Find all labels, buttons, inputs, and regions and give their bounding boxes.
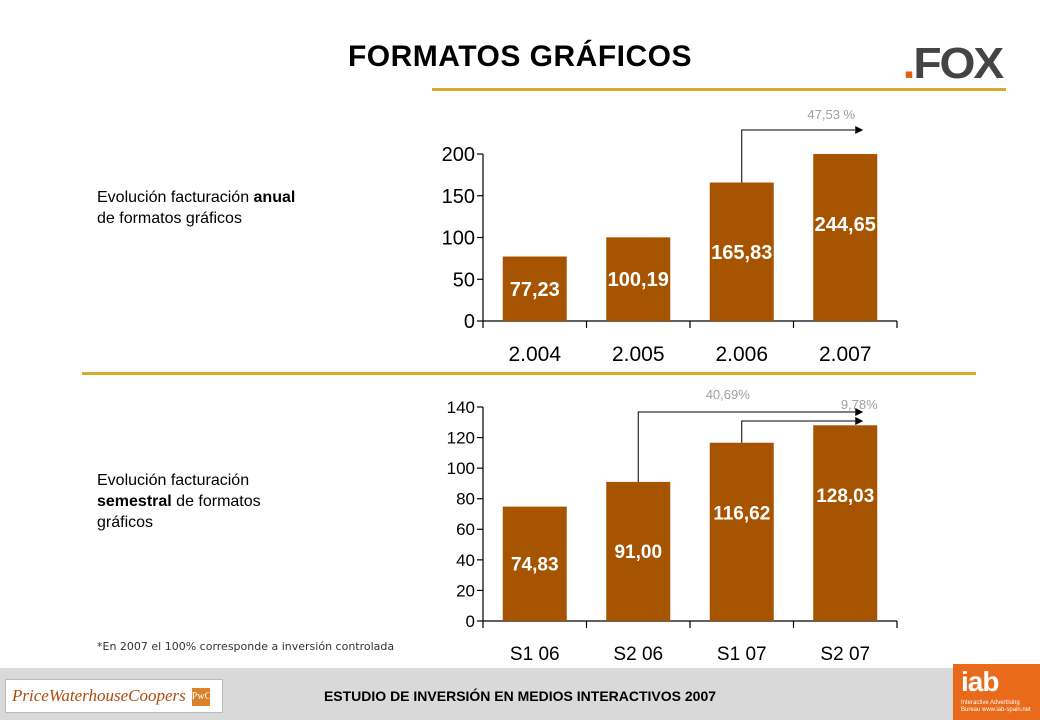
growth-arrow-line — [741, 420, 856, 443]
y-tick-label: 150 — [442, 186, 475, 208]
y-tick-label: 50 — [453, 269, 475, 291]
bar — [606, 237, 671, 321]
y-tick-label: 20 — [456, 581, 475, 600]
x-tick-label: S1 07 — [717, 644, 767, 665]
bar-value-label: 128,03 — [816, 486, 874, 507]
semester-description: Evolución facturación semestral de forma… — [97, 470, 261, 533]
annual-description-bold: anual — [253, 189, 296, 206]
x-tick-label: 2.006 — [715, 343, 768, 366]
fox-logo: .FOX — [902, 39, 1005, 89]
semester-description-post: de formatos — [171, 493, 261, 510]
y-tick-label: 120 — [447, 429, 475, 448]
growth-label: 9,78% — [841, 397, 878, 412]
x-tick-label: S2 07 — [820, 644, 870, 665]
pwc-logo-text: PriceWaterhouseCoopers — [12, 686, 186, 705]
growth-arrowhead-icon — [855, 408, 864, 416]
y-tick-label: 100 — [447, 459, 475, 478]
title-divider — [432, 88, 1006, 91]
footer-study-title: ESTUDIO DE INVERSIÓN EN MEDIOS INTERACTI… — [323, 688, 717, 704]
bar-value-label: 165,83 — [711, 242, 772, 264]
growth-label: 47,53 % — [807, 107, 855, 122]
semester-description-pre: Evolución facturación — [97, 472, 250, 489]
growth-arrow-line — [637, 411, 856, 482]
y-tick-label: 0 — [464, 311, 475, 333]
pwc-logo: PriceWaterhouseCoopers PwC — [5, 679, 223, 713]
y-tick-label: 0 — [466, 612, 475, 631]
page-title: FORMATOS GRÁFICOS — [347, 40, 693, 73]
bar-value-label: 91,00 — [614, 542, 662, 563]
x-tick-label: 2.007 — [819, 343, 872, 366]
bar — [606, 481, 671, 621]
x-tick-label: 2.005 — [612, 343, 665, 366]
annual-description: Evolución facturación anual de formatos … — [97, 187, 295, 229]
semester-description-post2: gráficos — [97, 514, 154, 531]
bar — [709, 442, 774, 621]
annual-description-post: de formatos gráficos — [97, 210, 242, 227]
y-tick-label: 200 — [442, 144, 475, 166]
y-tick-label: 80 — [456, 490, 475, 509]
x-tick-label: S2 06 — [613, 644, 663, 665]
x-tick-label: S1 06 — [510, 644, 560, 665]
growth-arrowhead-icon — [855, 417, 864, 425]
semester-description-bold: semestral — [97, 493, 172, 510]
bar — [813, 154, 878, 321]
bar — [502, 256, 567, 321]
section-divider — [82, 372, 976, 375]
iab-logo: iab Interactive Advertising Bureau www.i… — [953, 664, 1040, 720]
bar-value-label: 100,19 — [608, 269, 669, 291]
y-tick-label: 100 — [442, 228, 475, 250]
iab-logo-subtext: Interactive Advertising Bureau www.iab-s… — [961, 700, 1031, 713]
growth-arrowhead-icon — [855, 126, 864, 134]
growth-label: 40,69% — [706, 387, 751, 402]
annual-description-pre: Evolución facturación — [97, 189, 254, 206]
y-tick-label: 60 — [456, 520, 475, 539]
chart-annual: 0 50 100 150 200 77,23 2.004 100,19 2.005 165,83 2… — [442, 107, 898, 366]
x-tick-label: 2.004 — [508, 343, 561, 366]
y-tick-label: 40 — [456, 551, 475, 570]
bar-value-label: 74,83 — [511, 554, 559, 575]
fox-logo-dot-icon: . — [902, 39, 916, 88]
bar — [502, 506, 567, 621]
bar-value-label: 116,62 — [713, 503, 770, 524]
bar-value-label: 77,23 — [510, 279, 560, 301]
growth-arrow-line — [741, 129, 856, 183]
bar — [813, 425, 878, 621]
bar — [709, 182, 774, 321]
y-tick-label: 140 — [447, 398, 475, 417]
bar-value-label: 244,65 — [815, 214, 876, 236]
footnote: *En 2007 el 100% corresponde a inversión… — [97, 640, 395, 653]
chart-semester: 0 20 40 60 80 100 120 140 74,83 S1 06 91,00 S2 06 11… — [447, 387, 898, 665]
fox-logo-text: FOX — [913, 39, 1004, 88]
iab-logo-text: iab — [961, 666, 999, 697]
pwc-mark-icon: PwC — [191, 688, 211, 707]
